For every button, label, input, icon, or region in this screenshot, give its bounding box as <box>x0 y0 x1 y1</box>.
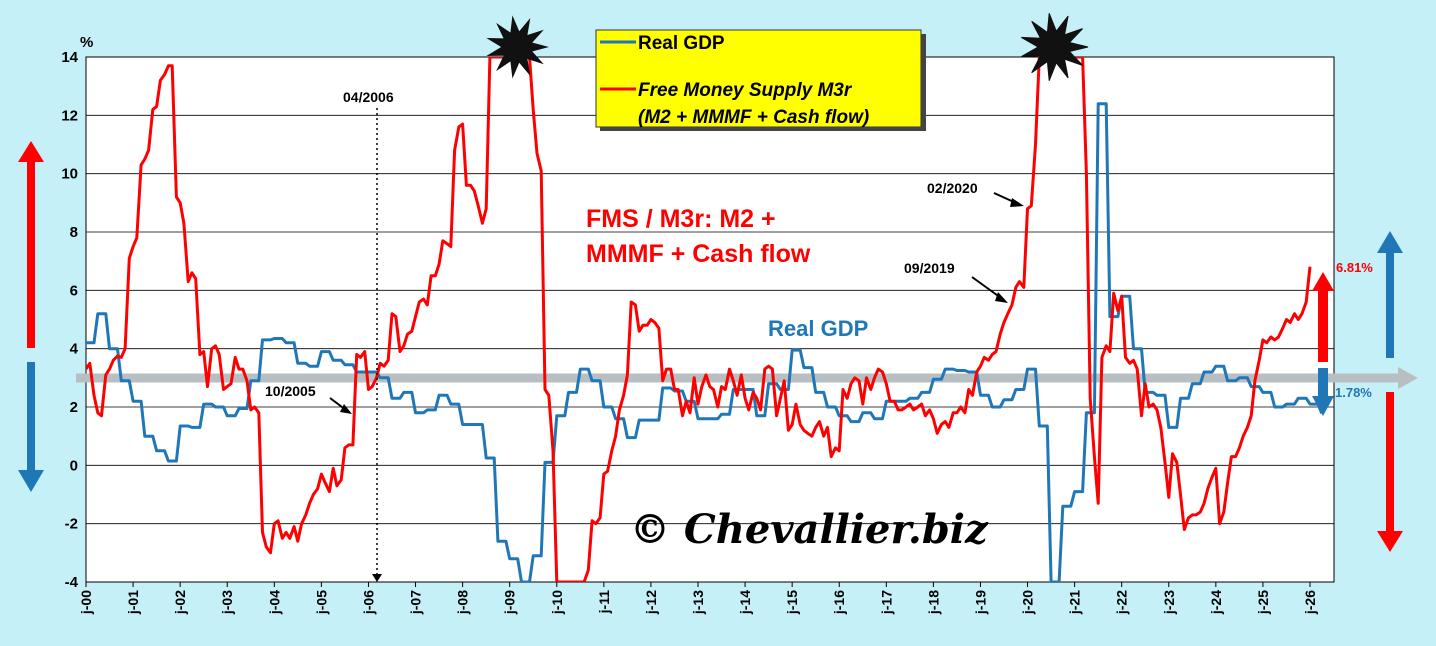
x-axis-ticks: j-00 j-01 j-02 j-03 j-04 j-05 j-06 j-07 j-08 j-09… <box>78 582 1318 615</box>
annotation-02-2020: 02/2020 <box>927 180 978 196</box>
plot-area <box>85 56 1335 583</box>
explosion-icon-2020 <box>1021 13 1089 81</box>
series-group <box>86 57 1324 582</box>
x-tick-label: j-16 <box>831 590 847 615</box>
y-tick-label: 10 <box>61 166 78 183</box>
x-tick-label: j-00 <box>78 590 94 615</box>
x-tick-label: j-02 <box>172 590 188 615</box>
gdp-label: Real GDP <box>768 316 868 341</box>
x-tick-label: j-18 <box>925 590 941 615</box>
legend-label-fms: Free Money Supply M3r <box>638 80 853 101</box>
x-tick-label: j-01 <box>125 590 141 615</box>
y-tick-label: 2 <box>70 399 78 416</box>
legend-label-real-gdp: Real GDP <box>638 33 725 54</box>
annotation-04-2006: 04/2006 <box>343 89 394 105</box>
x-tick-label: j-10 <box>549 590 565 615</box>
y-tick-label: -4 <box>65 574 79 591</box>
explosion-icon-2009 <box>486 15 549 79</box>
x-tick-label: j-19 <box>972 590 988 615</box>
y-axis-ticks: 14 12 10 8 6 4 2 0 -2 -4 <box>61 49 78 591</box>
fms-label-line1: FMS / M3r: M2 + <box>586 205 776 233</box>
x-tick-label: j-23 <box>1161 590 1177 615</box>
annotation-10-2005: 10/2005 <box>265 383 316 399</box>
x-tick-label: j-04 <box>266 590 282 615</box>
x-tick-label: j-14 <box>737 590 753 615</box>
y-axis-unit: % <box>80 34 93 51</box>
x-tick-label: j-20 <box>1020 590 1036 615</box>
annotation-04-2006-arrowhead <box>372 574 382 582</box>
series-line-real-gdp <box>86 102 1324 582</box>
series-line-free-money-supply <box>86 57 1312 582</box>
x-tick-label: j-25 <box>1255 590 1271 615</box>
last-value-fms: 6.81% <box>1336 260 1373 275</box>
y-tick-label: 4 <box>70 341 79 358</box>
x-tick-label: j-08 <box>455 590 471 615</box>
x-tick-label: j-03 <box>219 590 235 615</box>
watermark: © Chevallier.biz <box>630 506 989 553</box>
annotation-10-2005-arrowhead <box>340 404 352 414</box>
legend-label-fms-sub: (M2 + MMMF + Cash flow) <box>638 107 869 128</box>
legend: Real GDP Free Money Supply M3r (M2 + MMM… <box>595 29 926 131</box>
y-tick-label: 12 <box>61 107 78 124</box>
x-tick-label: j-21 <box>1067 590 1083 615</box>
x-tick-label: j-15 <box>784 590 800 615</box>
annotation-09-2019: 09/2019 <box>904 260 955 276</box>
x-tick-label: j-12 <box>643 590 659 615</box>
annotation-09-2019-arrow <box>971 276 1002 299</box>
x-tick-label: j-11 <box>596 590 612 615</box>
y-tick-label: 8 <box>70 224 78 241</box>
annotation-02-2020-arrowhead <box>1010 198 1024 207</box>
x-tick-label: j-06 <box>360 590 376 615</box>
y-tick-label: -2 <box>65 516 78 533</box>
x-tick-label: j-22 <box>1114 590 1130 615</box>
annotation-09-2019-arrowhead <box>995 292 1008 303</box>
y-tick-label: 14 <box>61 49 78 66</box>
x-tick-label: j-24 <box>1208 590 1224 615</box>
y-tick-label: 0 <box>70 457 78 474</box>
reference-band-arrowhead <box>1398 367 1418 389</box>
x-tick-label: j-26 <box>1302 590 1318 615</box>
left-arrows <box>18 141 44 492</box>
y-tick-label: 6 <box>70 282 78 299</box>
x-tick-label: j-17 <box>878 590 894 615</box>
x-tick-label: j-09 <box>502 590 518 615</box>
x-tick-label: j-07 <box>408 590 424 615</box>
x-tick-label: j-05 <box>313 590 329 615</box>
fms-label-line2: MMMF + Cash flow <box>586 240 811 268</box>
last-value-gdp: 1.78% <box>1335 385 1372 400</box>
x-tick-label: j-13 <box>690 590 706 615</box>
right-arrows <box>1312 231 1403 552</box>
